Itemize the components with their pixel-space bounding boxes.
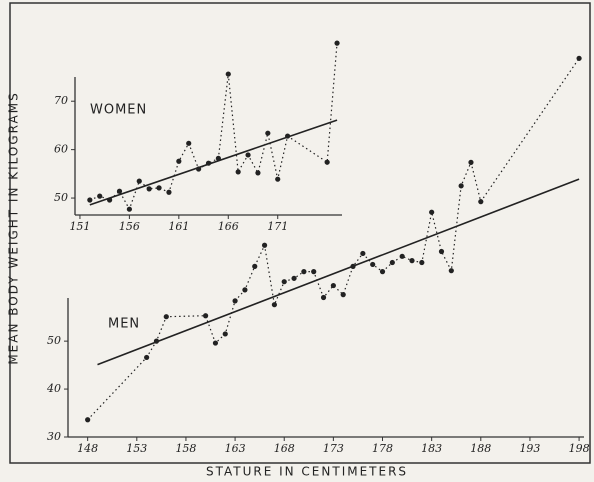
data-point xyxy=(285,133,291,139)
y-tick-label: 60 xyxy=(54,143,68,156)
panel-label: WOMEN xyxy=(90,103,147,118)
x-tick-label: 178 xyxy=(372,442,393,455)
data-point xyxy=(222,331,228,337)
x-tick-label: 163 xyxy=(225,442,246,455)
x-tick-label: 171 xyxy=(267,220,288,233)
x-tick-label: 173 xyxy=(323,442,344,455)
data-point xyxy=(379,269,386,275)
data-point xyxy=(232,298,238,304)
data-point xyxy=(116,188,123,194)
x-tick-label: 161 xyxy=(168,220,189,233)
data-point xyxy=(215,155,221,161)
data-point xyxy=(320,294,327,301)
data-point xyxy=(85,417,91,423)
data-point xyxy=(144,354,150,361)
data-point xyxy=(156,185,162,191)
data-point xyxy=(235,169,241,175)
x-tick-label: 156 xyxy=(119,220,140,233)
data-point xyxy=(576,55,582,61)
x-tick-label: 153 xyxy=(126,442,147,455)
y-tick-label: 50 xyxy=(54,191,68,204)
data-point xyxy=(399,253,405,259)
x-tick-label: 166 xyxy=(218,220,239,233)
data-point xyxy=(409,258,415,264)
data-point xyxy=(136,178,142,184)
data-point xyxy=(281,279,287,285)
data-point xyxy=(242,287,248,293)
data-point xyxy=(311,269,317,275)
y-tick-label: 50 xyxy=(47,334,61,347)
data-line xyxy=(89,43,338,211)
y-tick-label: 40 xyxy=(46,382,61,395)
x-tick-label: 158 xyxy=(175,442,196,455)
data-point xyxy=(176,158,182,164)
data-point xyxy=(448,268,454,274)
data-point xyxy=(324,159,330,165)
x-tick-label: 148 xyxy=(77,442,98,455)
data-point xyxy=(163,314,169,320)
data-point xyxy=(360,250,366,257)
data-point xyxy=(196,166,202,172)
data-point xyxy=(330,282,336,289)
x-tick-label: 183 xyxy=(421,442,442,455)
data-point xyxy=(301,269,307,275)
data-point xyxy=(468,159,474,165)
panel-label: MEN xyxy=(108,317,140,332)
data-point xyxy=(126,206,132,212)
data-point xyxy=(350,263,356,269)
data-point xyxy=(370,261,376,268)
data-point xyxy=(212,340,219,346)
data-point xyxy=(334,40,340,46)
data-line xyxy=(87,58,580,421)
data-point xyxy=(205,160,212,166)
fit-line xyxy=(89,119,338,206)
data-point xyxy=(252,263,258,269)
x-tick-label: 198 xyxy=(569,442,590,455)
x-axis-label: STATURE IN CENTIMETERS xyxy=(206,465,408,479)
data-point xyxy=(153,338,160,344)
data-point xyxy=(265,130,271,136)
y-tick-label: 70 xyxy=(54,94,68,107)
data-point xyxy=(97,193,103,199)
y-tick-label: 30 xyxy=(47,430,61,443)
data-point xyxy=(245,152,251,158)
data-point xyxy=(255,170,261,176)
data-point xyxy=(478,199,484,205)
data-point xyxy=(146,186,152,192)
data-point xyxy=(87,197,93,203)
data-point xyxy=(340,292,346,298)
data-point xyxy=(438,248,445,255)
x-tick-label: 151 xyxy=(69,220,90,233)
data-point xyxy=(419,259,425,266)
data-point xyxy=(275,176,281,182)
data-point xyxy=(261,242,268,248)
data-point xyxy=(225,71,231,77)
data-point xyxy=(203,313,209,319)
data-point xyxy=(166,189,172,195)
data-point xyxy=(458,183,464,189)
data-point xyxy=(389,259,395,266)
frame xyxy=(9,2,591,464)
x-tick-label: 188 xyxy=(470,442,491,455)
data-point xyxy=(429,209,435,215)
x-tick-label: 168 xyxy=(274,442,295,455)
data-point xyxy=(271,302,277,308)
data-point xyxy=(291,275,297,281)
data-point xyxy=(107,197,113,203)
y-axis-label: MEAN BODY WEIGHT IN KILOGRAMS xyxy=(7,91,21,364)
fit-line xyxy=(97,178,580,366)
x-tick-label: 193 xyxy=(519,442,540,455)
data-point xyxy=(186,140,192,146)
